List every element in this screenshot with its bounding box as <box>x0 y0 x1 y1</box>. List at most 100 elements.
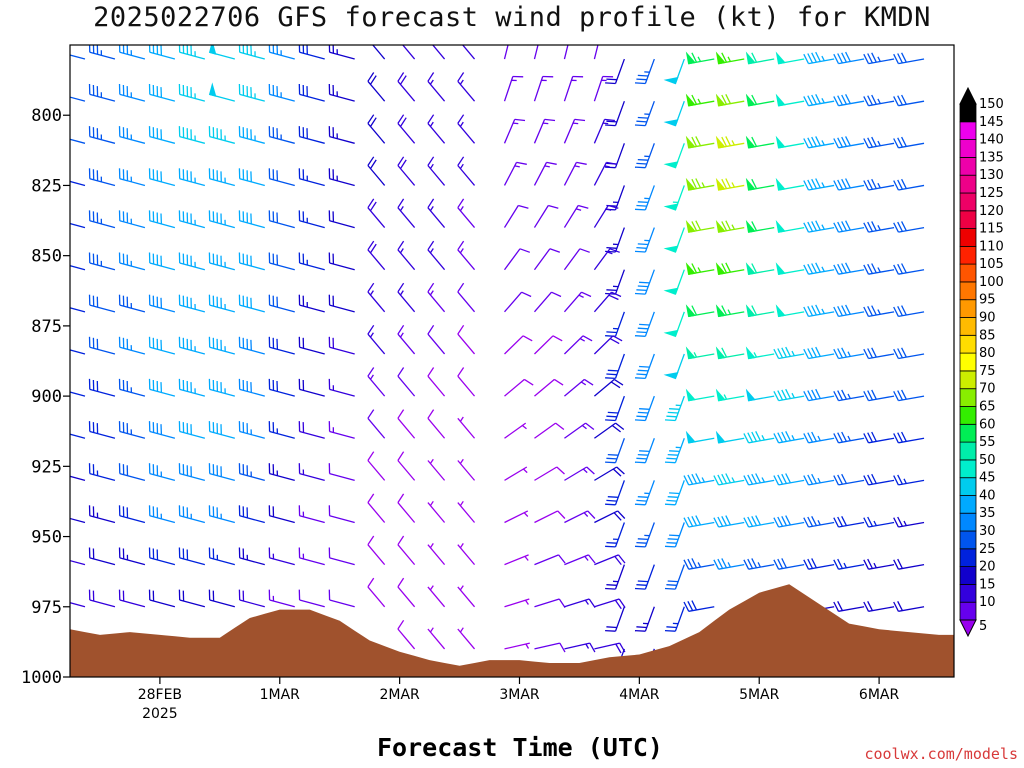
wind-barb <box>88 252 116 271</box>
wind-barb <box>457 72 476 102</box>
wind-barb <box>863 431 895 444</box>
wind-barb <box>863 263 895 275</box>
wind-barb <box>367 493 386 523</box>
wind-barb <box>745 262 775 275</box>
wind-barb <box>328 168 355 187</box>
wind-barb <box>178 294 206 313</box>
wind-barb <box>70 138 86 144</box>
wind-barb <box>208 336 235 355</box>
wind-barb <box>863 178 895 191</box>
wind-barb <box>298 421 325 439</box>
wind-barb <box>833 347 865 360</box>
wind-barb <box>685 177 715 191</box>
wind-barb <box>397 619 416 650</box>
wind-barb <box>118 421 146 439</box>
wind-barb <box>70 475 86 482</box>
wind-barb <box>238 547 265 566</box>
wind-barb <box>427 156 446 186</box>
wind-barb <box>833 558 865 570</box>
wind-barb <box>563 248 590 271</box>
wind-barb <box>178 505 206 524</box>
wind-barb <box>594 422 625 439</box>
colorbar-label: 140 <box>979 133 1004 148</box>
wind-barb <box>893 94 925 107</box>
wind-barb <box>533 75 554 102</box>
x-axis-label: Forecast Time (UTC) <box>377 733 663 762</box>
wind-barb <box>504 466 528 481</box>
wind-barb <box>88 294 116 313</box>
wind-barb <box>328 210 355 229</box>
wind-barb <box>893 52 925 65</box>
wind-barb <box>634 185 655 211</box>
wind-barb <box>367 114 386 144</box>
wind-barb <box>663 269 685 295</box>
colorbar-segment <box>959 441 977 461</box>
wind-barb <box>178 168 206 187</box>
wind-barb <box>534 598 566 608</box>
wind-barb <box>504 642 530 650</box>
wind-barb <box>664 606 685 632</box>
wind-barb <box>685 219 715 233</box>
wind-barb <box>238 589 265 608</box>
wind-barb <box>328 463 355 482</box>
wind-barb <box>594 642 626 654</box>
wind-barb <box>743 431 775 444</box>
wind-barb <box>713 473 745 486</box>
wind-barb <box>534 642 566 653</box>
wind-barb <box>268 589 295 608</box>
wind-barb <box>775 177 805 191</box>
colorbar-label: 70 <box>979 382 996 397</box>
wind-barb <box>563 45 569 60</box>
wind-barb <box>833 51 865 65</box>
wind-barb <box>563 204 589 228</box>
colorbar-segment <box>959 174 977 194</box>
wind-barb <box>863 601 895 612</box>
wind-barb <box>268 463 295 482</box>
wind-barb <box>208 378 235 397</box>
wind-barb <box>683 558 715 570</box>
wind-barb <box>803 346 835 360</box>
wind-barb <box>605 564 625 590</box>
wind-barb <box>594 510 626 524</box>
wind-barb <box>594 598 626 610</box>
x-tick-label: 28FEB <box>138 687 182 703</box>
wind-barb <box>178 210 206 229</box>
wind-barb <box>178 547 206 566</box>
wind-barb <box>178 589 206 608</box>
wind-barb <box>803 388 835 402</box>
wind-barb <box>634 353 655 380</box>
wind-barb <box>397 535 416 566</box>
wind-barb <box>634 58 655 85</box>
colorbar-segment <box>959 317 977 336</box>
wind-barb <box>564 466 595 481</box>
wind-barb <box>178 463 206 482</box>
wind-barb <box>503 161 527 186</box>
wind-barb <box>367 535 386 566</box>
wind-barb <box>803 262 835 275</box>
wind-barb <box>238 463 265 482</box>
wind-barb <box>775 219 805 233</box>
wind-barb <box>148 589 176 608</box>
wind-barb <box>427 282 446 313</box>
wind-barb <box>238 210 265 229</box>
wind-barb <box>715 177 745 191</box>
wind-barb <box>634 311 655 337</box>
wind-barb <box>605 353 625 380</box>
wind-barb <box>534 466 565 481</box>
wind-barb <box>634 143 655 169</box>
wind-barb <box>268 252 295 271</box>
wind-barb <box>397 198 416 228</box>
wind-barb <box>298 294 325 313</box>
x-axis: 28FEB 2025 1MAR 2MAR 3MAR 4MAR 5MAR 6MAR <box>138 677 899 722</box>
wind-barb <box>457 198 476 228</box>
wind-barb <box>685 346 715 360</box>
wind-barb <box>427 458 446 481</box>
wind-barb <box>563 335 593 355</box>
wind-barb <box>863 347 895 360</box>
wind-barb <box>564 642 596 653</box>
wind-barb <box>594 554 626 566</box>
wind-barb <box>457 458 476 481</box>
wind-barb <box>70 180 86 187</box>
wind-barb <box>298 126 325 144</box>
wind-barb <box>372 45 386 60</box>
